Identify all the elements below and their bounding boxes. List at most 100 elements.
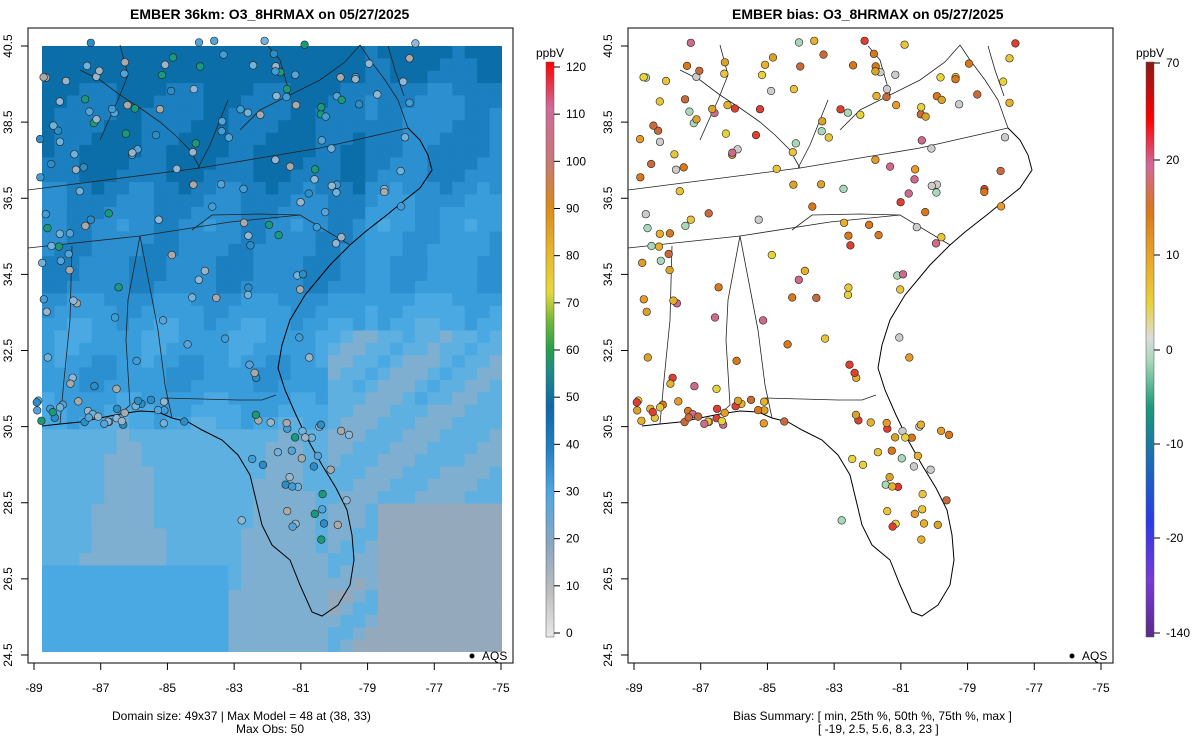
grid-cell [452,417,466,430]
obs-site-marker [249,61,258,70]
grid-cell [216,169,230,183]
grid-cell [166,379,180,393]
grid-cell [414,577,428,591]
grid-cell [129,120,143,134]
grid-cell [303,268,317,282]
grid-cell [66,46,80,59]
obs-site-marker [84,413,93,422]
grid-cell [303,392,317,406]
grid-cell [104,441,118,455]
grid-cell [352,280,366,294]
grid-cell [79,639,93,652]
grid-cell [178,355,192,369]
bias-site-marker [682,61,692,71]
grid-cell [427,342,441,356]
grid-cell [178,70,192,84]
grid-cell [427,83,441,97]
grid-cell [427,206,441,220]
grid-cell [377,602,391,616]
grid-cell [240,318,254,332]
grid-cell [129,194,143,208]
grid-cell [91,392,105,406]
obs-site-marker [256,110,265,119]
grid-cell [203,478,217,492]
state-border [739,235,773,419]
grid-cell [79,293,93,307]
bias-site-marker [980,187,989,197]
grid-cell [265,293,279,307]
obs-site-marker [316,420,326,429]
obs-site-marker [123,100,132,110]
obs-site-marker [54,242,64,251]
grid-cell [153,553,167,567]
grid-cell [178,206,192,220]
bias-site-marker [800,266,809,276]
grid-cell [228,478,242,492]
grid-cell [278,639,292,652]
grid-cell [315,231,329,245]
grid-cell [228,83,242,97]
grid-cell [203,58,217,72]
grid-cell [42,528,56,542]
grid-cell [166,293,180,307]
grid-cell [489,392,502,406]
bias-site-marker [671,165,681,174]
grid-cell [191,107,205,121]
bias-site-marker [649,121,658,130]
bias-markers [632,36,1020,544]
grid-cell [477,404,491,418]
grid-cell [228,639,242,652]
obs-site-marker [282,92,291,102]
y-tick-label: 32.5 [1,338,15,362]
grid-cell [340,58,354,72]
grid-cell [79,342,93,356]
grid-cell [439,614,453,628]
grid-cell [414,565,428,579]
grid-cell [352,392,366,406]
obs-site-marker [405,54,414,63]
grid-cell [265,639,279,652]
obs-site-marker [317,136,326,145]
bias-site-marker [761,60,770,69]
grid-cell [340,83,354,97]
grid-cell [290,58,304,72]
grid-cell [129,553,143,567]
grid-cell [439,83,453,97]
obs-site-marker [239,184,248,193]
obs-site-marker [317,535,326,544]
grid-cell [390,429,404,443]
grid-cell [365,577,379,591]
grid-cell [439,466,453,480]
grid-cell [129,256,143,270]
grid-cell [216,355,230,369]
grid-cell [377,120,391,134]
grid-cell [216,466,230,480]
grid-cell [303,58,317,72]
grid-cell [265,256,279,270]
bias-site-marker [755,105,765,114]
bias-site-marker [885,473,894,482]
grid-cell [228,466,242,480]
grid-cell [340,367,354,381]
grid-cell [203,577,217,591]
grid-cell [414,157,428,171]
grid-cell [427,627,441,641]
grid-cell [191,515,205,529]
grid-cell [228,379,242,393]
grid-cell [265,627,279,641]
grid-cell [452,540,466,554]
grid-cell [66,417,80,430]
grid-cell [79,144,93,158]
grid-cell [129,454,143,468]
grid-cell [290,342,304,356]
grid-cell [54,577,68,591]
grid-cell [66,206,80,220]
grid-cell [216,528,230,542]
grid-cell [303,107,317,121]
grid-cell [178,454,192,468]
grid-cell [141,565,155,579]
grid-cell [253,528,267,542]
grid-cell [464,627,478,641]
grid-cell [153,503,167,517]
obs-site-marker [95,66,104,75]
